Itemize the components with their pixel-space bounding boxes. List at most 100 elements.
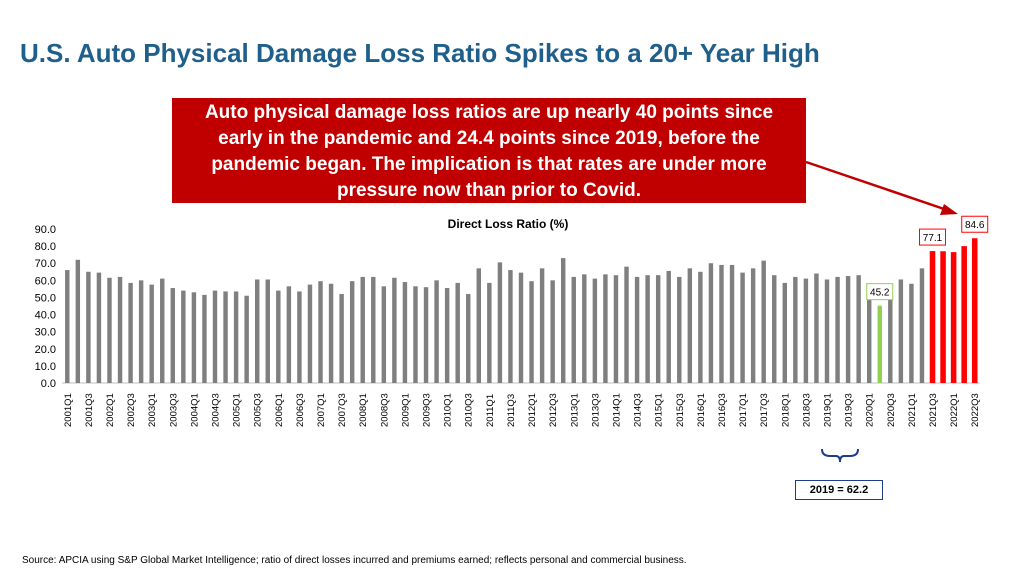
bar-2009Q3	[423, 287, 429, 383]
data-label: 45.2	[870, 288, 890, 299]
x-tick-label: 2008Q1	[358, 393, 369, 427]
x-tick-label: 2012Q3	[548, 393, 559, 427]
bar-2003Q4	[181, 290, 186, 383]
bar-2010Q1	[444, 288, 450, 383]
bar-2017Q1	[740, 272, 745, 383]
data-label-box	[919, 228, 947, 246]
data-label-box	[866, 283, 894, 301]
x-tick-label: 2021Q1	[907, 393, 918, 427]
bar-2006Q3	[297, 291, 302, 383]
x-tick-label: 2018Q3	[801, 393, 812, 427]
bar-2020Q2	[877, 305, 882, 383]
x-tick-label: 2004Q3	[211, 393, 222, 427]
x-tick-label: 2001Q1	[63, 393, 74, 427]
bar-2008Q1	[360, 276, 365, 383]
bar-2002Q2	[117, 276, 123, 383]
x-tick-label: 2015Q3	[675, 393, 686, 427]
chart-title: Direct Loss Ratio (%)	[448, 217, 569, 231]
bar-2019Q3	[845, 276, 851, 383]
bar-2003Q1	[149, 284, 154, 383]
x-tick-label: 2020Q3	[886, 393, 897, 427]
x-tick-label: 2011Q3	[506, 394, 517, 427]
bar-2003Q3	[170, 288, 176, 383]
source-note: Source: APCIA using S&P Global Market In…	[22, 555, 687, 566]
bar-2008Q2	[371, 276, 376, 383]
x-tick-label: 2005Q3	[253, 393, 264, 427]
bar-2016Q4	[729, 264, 735, 383]
year-2019-note: 2019 = 62.2	[795, 480, 883, 500]
bar-2014Q1	[613, 275, 619, 383]
x-tick-label: 2010Q1	[443, 393, 454, 427]
x-tick-label: 2006Q3	[295, 393, 306, 427]
x-tick-label: 2005Q1	[232, 393, 243, 427]
callout-arrow	[805, 160, 951, 213]
bar-2003Q2	[160, 278, 165, 383]
bar-2009Q1	[402, 282, 408, 383]
bar-2017Q3	[761, 260, 766, 383]
x-tick-label: 2010Q3	[464, 393, 475, 427]
bar-2005Q4	[265, 279, 270, 383]
bar-2012Q4	[560, 258, 566, 383]
bar-2014Q2	[624, 266, 629, 383]
bar-2006Q1	[276, 290, 281, 383]
bar-2011Q3	[508, 270, 513, 383]
x-tick-label: 2007Q1	[316, 393, 327, 427]
bar-2016Q3	[719, 264, 724, 383]
x-tick-label: 2020Q1	[865, 393, 876, 427]
callout-box: Auto physical damage loss ratios are up …	[172, 98, 806, 203]
x-tick-label: 2022Q3	[970, 393, 981, 427]
bar-2009Q2	[413, 286, 418, 383]
bar-2007Q3	[339, 294, 344, 383]
x-tick-label: 2017Q3	[759, 393, 770, 427]
data-label: 84.6	[965, 220, 985, 231]
x-tick-label: 2003Q1	[147, 393, 158, 427]
x-tick-label: 2012Q1	[527, 393, 538, 427]
bar-2004Q4	[223, 291, 228, 383]
bar-2005Q2	[244, 295, 249, 383]
bar-2004Q3	[212, 290, 218, 383]
y-tick-label: 60.0	[35, 275, 56, 287]
bar-2014Q3	[634, 276, 640, 383]
x-tick-label: 2015Q1	[654, 393, 665, 427]
y-tick-label: 30.0	[35, 327, 56, 339]
bar-2008Q3	[381, 286, 387, 383]
x-tick-label: 2013Q3	[590, 393, 601, 427]
y-tick-label: 90.0	[35, 224, 56, 236]
x-tick-label: 2011Q1	[485, 394, 496, 427]
bar-2005Q3	[254, 279, 260, 383]
x-tick-label: 2014Q1	[611, 393, 622, 427]
bar-2002Q1	[107, 277, 112, 383]
bar-2018Q2	[793, 276, 798, 383]
bar-2020Q1	[866, 288, 872, 383]
y-tick-label: 80.0	[35, 241, 56, 253]
bar-2019Q4	[856, 275, 861, 383]
x-tick-label: 2004Q1	[189, 393, 200, 427]
bar-2001Q3	[86, 271, 91, 383]
x-tick-label: 2013Q1	[569, 393, 580, 427]
x-tick-label: 2022Q1	[949, 393, 960, 427]
bar-2017Q2	[750, 268, 756, 383]
bar-2007Q1	[318, 281, 323, 383]
bar-2011Q2	[497, 262, 503, 383]
bar-2022Q1	[950, 252, 957, 383]
bar-2010Q2	[455, 282, 460, 383]
bar-2012Q3	[550, 280, 555, 383]
y-tick-label: 50.0	[35, 292, 56, 304]
bar-2007Q2	[328, 283, 334, 383]
bar-2011Q4	[518, 272, 524, 383]
bar-2008Q4	[392, 277, 397, 383]
bar-2018Q3	[803, 278, 809, 383]
x-tick-label: 2017Q1	[738, 393, 749, 427]
bar-2015Q2	[666, 270, 671, 383]
page-title: U.S. Auto Physical Damage Loss Ratio Spi…	[20, 38, 820, 68]
bar-2021Q2	[919, 268, 925, 383]
bar-2013Q3	[592, 278, 598, 383]
bar-2015Q4	[687, 268, 693, 383]
bar-2021Q3	[929, 251, 936, 383]
x-tick-label: 2003Q3	[168, 393, 179, 427]
bar-2012Q1	[529, 281, 534, 383]
y-tick-label: 10.0	[35, 361, 56, 373]
callout-arrowhead	[940, 204, 958, 215]
x-tick-label: 2001Q3	[84, 393, 95, 427]
